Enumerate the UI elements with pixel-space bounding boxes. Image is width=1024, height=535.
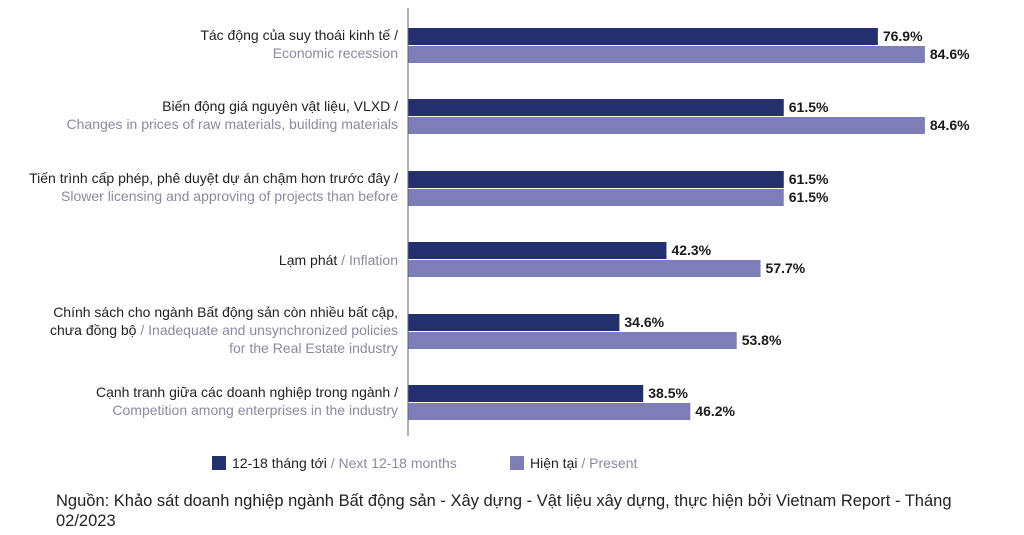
bar-next-12-18-months: [408, 314, 620, 331]
legend-label-en: / Next 12-18 months: [331, 455, 457, 471]
data-label: 42.3%: [671, 242, 711, 258]
category-label-vi: Lạm phát: [279, 252, 341, 268]
bar-next-12-18-months: [408, 242, 667, 259]
bar-next-12-18-months: [408, 28, 878, 45]
category-label-en: Slower licensing and approving of projec…: [61, 188, 398, 204]
data-label: 34.6%: [624, 314, 664, 330]
category-label-en: Economic recession: [273, 45, 398, 61]
category-label-en: / Inflation: [341, 252, 398, 268]
category-label: Lạm phát / Inflation: [279, 252, 398, 268]
category-label-vi: Tác động của suy thoái kinh tế /: [200, 27, 398, 43]
category-label-vi: chưa đồng bộ: [50, 322, 140, 338]
data-label: 46.2%: [695, 403, 735, 419]
legend-label-en: / Present: [581, 455, 637, 471]
category-label-vi: Biến động giá nguyên vật liệu, VLXD /: [162, 98, 398, 114]
legend-item: 12-18 tháng tới / Next 12-18 months: [232, 455, 457, 471]
bar-present: [408, 46, 925, 63]
category-label: chưa đồng bộ / Inadequate and unsynchron…: [50, 322, 398, 338]
bar-present: [408, 189, 784, 206]
legend-swatch: [212, 456, 226, 470]
bar-present: [408, 117, 925, 134]
data-label: 61.5%: [789, 189, 829, 205]
bar-present: [408, 260, 761, 277]
category-label-vi: Chính sách cho ngành Bất động sản còn nh…: [53, 304, 398, 320]
source-note: Nguồn: Khảo sát doanh nghiệp ngành Bất đ…: [56, 492, 952, 530]
legend-swatch: [510, 456, 524, 470]
category-label-en: Competition among enterprises in the ind…: [112, 402, 398, 418]
legend-label-vi: 12-18 tháng tới: [232, 455, 331, 471]
category-label-en: / Inadequate and unsynchronized policies: [140, 322, 398, 338]
bar-next-12-18-months: [408, 171, 784, 188]
category-label-en: Changes in prices of raw materials, buil…: [67, 116, 398, 132]
legend-label-vi: Hiện tại: [530, 455, 581, 471]
data-label: 53.8%: [742, 332, 782, 348]
data-label: 61.5%: [789, 171, 829, 187]
category-label-vi: Tiến trình cấp phép, phê duyệt dự án chậ…: [29, 170, 398, 186]
data-label: 84.6%: [930, 46, 970, 62]
data-label: 57.7%: [766, 260, 806, 276]
data-label: 61.5%: [789, 99, 829, 115]
bar-present: [408, 332, 737, 349]
legend-item: Hiện tại / Present: [530, 455, 637, 471]
data-label: 76.9%: [883, 28, 923, 44]
bar-present: [408, 403, 691, 420]
data-label: 38.5%: [648, 385, 688, 401]
bar-next-12-18-months: [408, 385, 644, 402]
bar-next-12-18-months: [408, 99, 784, 116]
category-label-en: for the Real Estate industry: [229, 340, 398, 356]
data-label: 84.6%: [930, 117, 970, 133]
category-label-vi: Cạnh tranh giữa các doanh nghiệp trong n…: [96, 384, 398, 400]
